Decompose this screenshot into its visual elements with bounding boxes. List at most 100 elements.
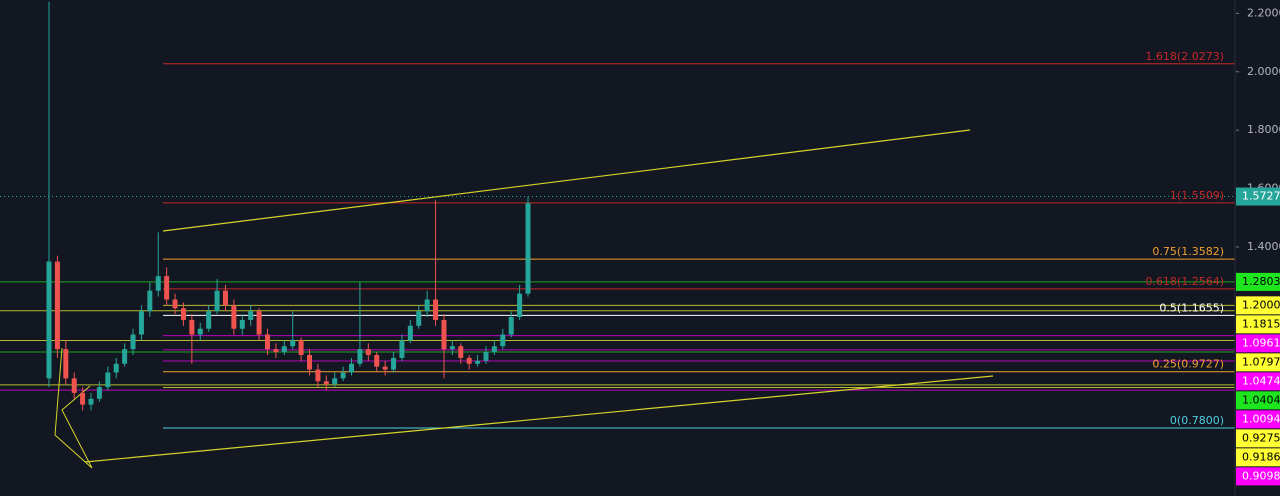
candle-body (264, 334, 270, 350)
candle-body (63, 349, 69, 379)
candle-body (180, 308, 186, 320)
candle-body (155, 276, 161, 291)
candle-body (365, 349, 371, 355)
price-tag (1236, 448, 1280, 467)
candle-body (374, 354, 380, 367)
candle-body (222, 290, 228, 306)
price-tag-label: 1.1815 (1242, 317, 1280, 330)
price-tag-label: 1.0797 (1242, 355, 1280, 368)
candle-body (466, 357, 472, 364)
candle-body (54, 261, 60, 350)
candle-body (46, 261, 52, 379)
candle-body (71, 378, 77, 393)
y-tick-label: 1.8000 (1247, 123, 1280, 136)
candle-body (416, 311, 422, 326)
candle-body (349, 363, 355, 373)
fib-label: 0.618(1.2564) (1145, 275, 1224, 288)
candle-body (88, 398, 94, 405)
candle-body (239, 319, 245, 329)
fib-label: 0.75(1.3582) (1152, 245, 1224, 258)
candle-body (172, 299, 178, 309)
pattern-drawing (54, 347, 93, 469)
trend-line (84, 375, 994, 463)
candle-body (491, 346, 497, 353)
price-tag (1236, 334, 1280, 353)
candle-body (96, 387, 102, 399)
price-tag (1236, 429, 1280, 448)
fib-label: 1.618(2.0273) (1145, 50, 1224, 63)
candle-body (315, 369, 321, 382)
candle-body (197, 328, 203, 335)
price-tag-label: 1.0961 (1242, 336, 1280, 349)
level-lines: 1.618(2.0273) 1(1.5509) 0.75(1.3582) 0.618(… (0, 50, 1235, 429)
candle-body (164, 276, 170, 300)
candle-body (483, 352, 489, 361)
price-tag-label: 1.0404 (1242, 393, 1280, 406)
candles (46, 1, 531, 411)
price-tag-label: 1.2803 (1242, 275, 1280, 288)
candle-body (231, 305, 237, 329)
axis-labels: 2.20002.00001.80001.60001.40001.57271.28… (1236, 6, 1280, 486)
candle-body (399, 340, 405, 358)
candle-body (340, 372, 346, 379)
trend-line (162, 129, 971, 232)
price-tag (1236, 391, 1280, 410)
price-tag-label: 1.5727 (1242, 190, 1280, 203)
candle-body (256, 311, 262, 335)
price-tag-label: 1.2000 (1242, 298, 1280, 311)
candle-body (508, 317, 514, 335)
candle-body (407, 325, 413, 341)
candle-body (80, 392, 86, 405)
price-tag (1236, 272, 1280, 291)
price-tag (1236, 410, 1280, 429)
price-tag-label: 1.0094 (1242, 412, 1280, 425)
fib-label: 0.5(1.1655) (1159, 301, 1224, 314)
fib-label: 0.25(0.9727) (1152, 358, 1224, 371)
price-tag-label: 0.9186 (1242, 450, 1280, 463)
candle-body (382, 366, 388, 370)
candle-body (307, 354, 313, 370)
price-tag (1236, 353, 1280, 372)
candle-body (113, 363, 119, 373)
candle-body (424, 299, 430, 312)
candle-body (441, 319, 447, 350)
price-tag (1236, 372, 1280, 391)
price-tag-label: 1.0474 (1242, 374, 1280, 387)
candle-body (323, 381, 329, 385)
fib-label: 1(1.5509) (1170, 189, 1224, 202)
candle-body (130, 334, 136, 350)
price-tag (1236, 315, 1280, 334)
price-tag (1236, 187, 1280, 206)
candle-body (281, 346, 287, 353)
candle-body (147, 290, 153, 312)
candle-body (525, 203, 531, 294)
candle-body (189, 319, 195, 335)
y-tick-label: 1.4000 (1247, 240, 1280, 253)
candle-body (214, 290, 220, 312)
candle-body (105, 372, 111, 388)
y-tick-label: 2.2000 (1247, 6, 1280, 19)
candle-body (273, 349, 279, 353)
candle-body (458, 346, 464, 358)
candle-body (449, 346, 455, 350)
price-tag-label: 0.9275 (1242, 431, 1280, 444)
y-tick-label: 2.0000 (1247, 65, 1280, 78)
candle-body (391, 357, 397, 370)
candle-body (138, 311, 144, 335)
price-tag (1236, 467, 1280, 486)
candle-body (248, 311, 254, 320)
candle-body (517, 293, 523, 318)
candle-body (206, 311, 212, 329)
candle-body (357, 349, 363, 364)
candle-body (332, 378, 338, 385)
candle-body (475, 360, 481, 364)
candle-body (500, 334, 506, 347)
fib-label: 0(0.7800) (1170, 414, 1224, 427)
candle-body (433, 299, 439, 320)
price-tag-label: 0.9098 (1242, 469, 1280, 482)
candle-body (122, 349, 128, 364)
candle-body (290, 340, 296, 347)
price-tag (1236, 296, 1280, 315)
